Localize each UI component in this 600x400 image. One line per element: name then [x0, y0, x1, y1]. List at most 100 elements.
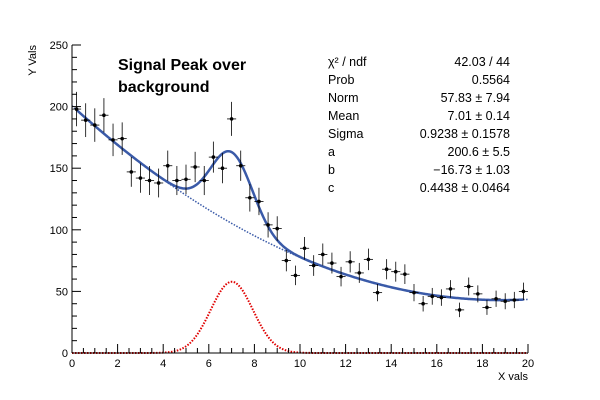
marker	[476, 292, 480, 296]
marker	[494, 296, 498, 301]
data-point	[272, 216, 282, 241]
marker	[275, 226, 280, 231]
data-point	[263, 212, 273, 238]
chart-title-line: background	[118, 79, 210, 96]
data-point	[509, 291, 519, 309]
marker	[156, 181, 161, 185]
chart-title-line: Signal Peak over	[118, 57, 246, 74]
data-point	[391, 261, 401, 282]
data-point	[190, 151, 200, 183]
marker	[412, 290, 416, 295]
marker	[512, 298, 517, 302]
marker	[147, 178, 152, 183]
marker	[448, 287, 453, 291]
data-point	[154, 168, 164, 198]
marker	[302, 246, 307, 251]
data-point	[126, 156, 136, 187]
stats-value: 7.01 ± 0.14	[448, 109, 511, 123]
marker	[120, 136, 124, 141]
marker	[202, 178, 207, 183]
data-point	[72, 91, 82, 127]
x-tick-label: 2	[115, 358, 121, 370]
data-point	[445, 280, 456, 298]
marker	[193, 165, 197, 169]
data-point	[345, 251, 355, 273]
marker	[248, 195, 252, 200]
data-point	[327, 252, 337, 274]
data-point	[400, 264, 410, 285]
data-point	[281, 249, 291, 272]
stats-label: b	[328, 163, 335, 177]
marker	[348, 260, 352, 264]
marker	[102, 113, 106, 118]
y-tick-label: 150	[50, 163, 68, 175]
marker	[129, 170, 134, 174]
stats-label: c	[328, 181, 334, 195]
y-tick-label: 50	[56, 286, 68, 298]
data-point	[436, 289, 446, 306]
marker	[111, 138, 115, 142]
stats-value: 200.6 ± 5.5	[448, 145, 511, 159]
data-point	[290, 265, 300, 286]
marker	[384, 267, 389, 272]
marker	[165, 163, 170, 168]
data-point	[181, 164, 191, 194]
data-point	[309, 255, 319, 276]
data-point	[227, 101, 237, 136]
x-tick-label: 18	[476, 358, 488, 370]
marker	[439, 295, 444, 300]
stats-value: 0.9238 ± 0.1578	[420, 127, 510, 141]
marker	[238, 163, 243, 168]
stats-label: Norm	[328, 91, 359, 105]
x-tick-label: 20	[522, 358, 534, 370]
stats-value: 57.83 ± 7.94	[441, 91, 510, 105]
data-point	[199, 165, 209, 196]
data-point	[372, 284, 383, 302]
data-point	[354, 262, 364, 283]
marker	[503, 299, 508, 304]
x-tick-label: 12	[339, 358, 351, 370]
marker	[430, 294, 435, 299]
x-tick-label: 14	[385, 358, 397, 370]
data-point	[318, 243, 328, 266]
marker	[175, 178, 179, 183]
data-point	[482, 299, 492, 315]
y-tick-label: 250	[50, 40, 68, 52]
marker	[138, 176, 143, 180]
data-point	[172, 165, 182, 196]
data-point	[500, 293, 510, 310]
marker	[93, 123, 97, 127]
data-points	[72, 91, 528, 318]
marker	[366, 257, 371, 262]
stats-value: −16.73 ± 1.03	[433, 163, 510, 177]
data-point	[81, 103, 91, 138]
x-tick-label: 4	[160, 358, 166, 370]
data-point	[455, 302, 465, 318]
marker	[74, 107, 79, 111]
stats-label: a	[328, 145, 335, 159]
marker	[339, 274, 343, 279]
x-tick-label: 16	[431, 358, 443, 370]
stats-label: Sigma	[328, 127, 363, 141]
data-point	[117, 122, 127, 155]
data-point	[245, 183, 255, 212]
marker	[330, 261, 334, 265]
data-point	[135, 163, 145, 193]
marker	[229, 117, 234, 121]
data-point	[208, 141, 218, 173]
total-fit-curve	[75, 109, 524, 302]
data-point	[90, 108, 100, 142]
data-point	[518, 282, 528, 301]
x-axis-title: X vals	[498, 371, 528, 383]
data-point	[409, 284, 419, 302]
stats-value: 42.03 / 44	[454, 55, 510, 69]
y-axis-title: Y Vals	[27, 45, 39, 76]
marker	[257, 199, 261, 204]
marker	[357, 271, 362, 275]
marker	[466, 284, 471, 289]
stats-value: 0.4438 ± 0.0464	[420, 181, 510, 195]
x-tick-label: 6	[206, 358, 212, 370]
